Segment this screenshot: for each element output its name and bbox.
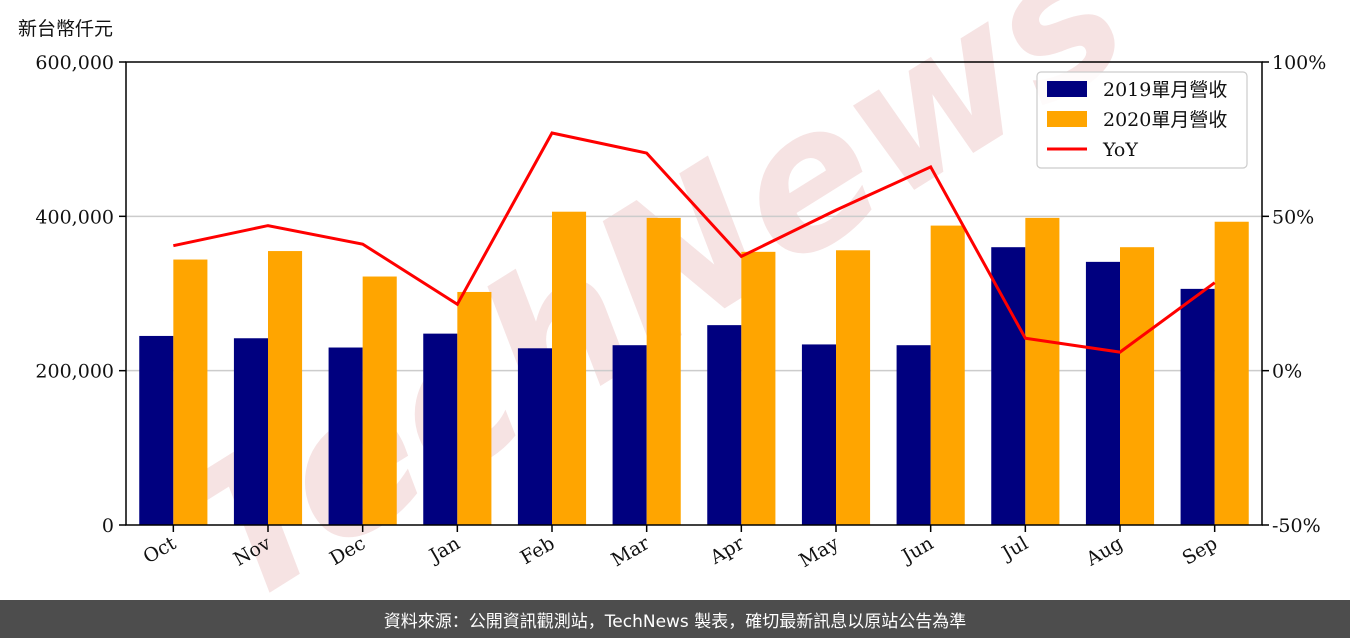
- bar-2020: [646, 217, 681, 526]
- legend-2020-label: 2020單月營收: [1103, 109, 1227, 131]
- plot-frame: [125, 61, 1263, 526]
- chart-area: TechNews 0 200,000 400,000 600,000 -50% 0% 50% 1…: [18, 0, 1326, 600]
- bar-2019: [612, 345, 647, 525]
- footer-text: 資料來源：公開資訊觀測站，TechNews 製表，確切最新訊息以原站公告為準: [383, 611, 967, 632]
- x-tick-label: Mar: [608, 532, 654, 571]
- bar-2020: [552, 211, 587, 525]
- bar-2019: [517, 348, 552, 525]
- right-tick-label: 100%: [1272, 52, 1326, 74]
- x-tick-label: Feb: [517, 532, 559, 569]
- legend-2019-label: 2019單月營收: [1103, 79, 1227, 101]
- bar-2019: [139, 335, 174, 525]
- x-tick-label: Jul: [997, 532, 1032, 565]
- x-tick-label: Aug: [1082, 532, 1127, 571]
- bar-2019: [991, 247, 1026, 525]
- bar-2020: [836, 250, 871, 525]
- bar-2020: [268, 251, 303, 525]
- bar-2020: [930, 225, 965, 526]
- bar-2019: [423, 333, 458, 525]
- x-tick-label: Oct: [140, 532, 181, 568]
- left-tick-label: 600,000: [35, 52, 114, 74]
- y-axis-unit-label: 新台幣仟元: [18, 18, 114, 40]
- legend-yoy-label: YoY: [1102, 139, 1138, 161]
- x-tick-label: Sep: [1179, 532, 1222, 569]
- bar-2019: [233, 338, 268, 525]
- legend-box: [1036, 71, 1248, 169]
- right-tick-label: 50%: [1272, 206, 1314, 228]
- left-tick-label: 400,000: [35, 206, 114, 228]
- bar-2020: [741, 251, 776, 525]
- bar-2019: [1180, 288, 1215, 525]
- yoy-line: [173, 131, 1216, 354]
- bar-2019: [896, 345, 931, 525]
- bar-2020: [362, 276, 397, 525]
- x-tick-label: Jun: [897, 532, 938, 568]
- bar-2019: [328, 347, 363, 525]
- legend-2020-swatch: [1047, 111, 1087, 127]
- revenue-chart: TechNews0200,000400,000600,000-50%0%50%1…: [35, 0, 1326, 600]
- bar-2020: [1214, 221, 1249, 526]
- bar-2019: [801, 344, 836, 525]
- right-tick-label: 0%: [1272, 361, 1302, 383]
- bar-2020: [1120, 247, 1155, 525]
- x-tick-label: May: [796, 532, 843, 572]
- bar-2019: [707, 325, 742, 525]
- right-tick-label: -50%: [1272, 515, 1321, 537]
- left-tick-label: 200,000: [35, 361, 114, 383]
- bar-2019: [1085, 261, 1120, 525]
- left-tick-label: 0: [102, 515, 114, 537]
- source-footer: 資料來源：公開資訊觀測站，TechNews 製表，確切最新訊息以原站公告為準: [0, 600, 1350, 638]
- bar-2020: [173, 259, 208, 525]
- bar-2020: [457, 291, 492, 525]
- x-tick-label: Apr: [706, 532, 749, 569]
- legend-2019-swatch: [1047, 81, 1087, 97]
- bar-2020: [1025, 217, 1060, 526]
